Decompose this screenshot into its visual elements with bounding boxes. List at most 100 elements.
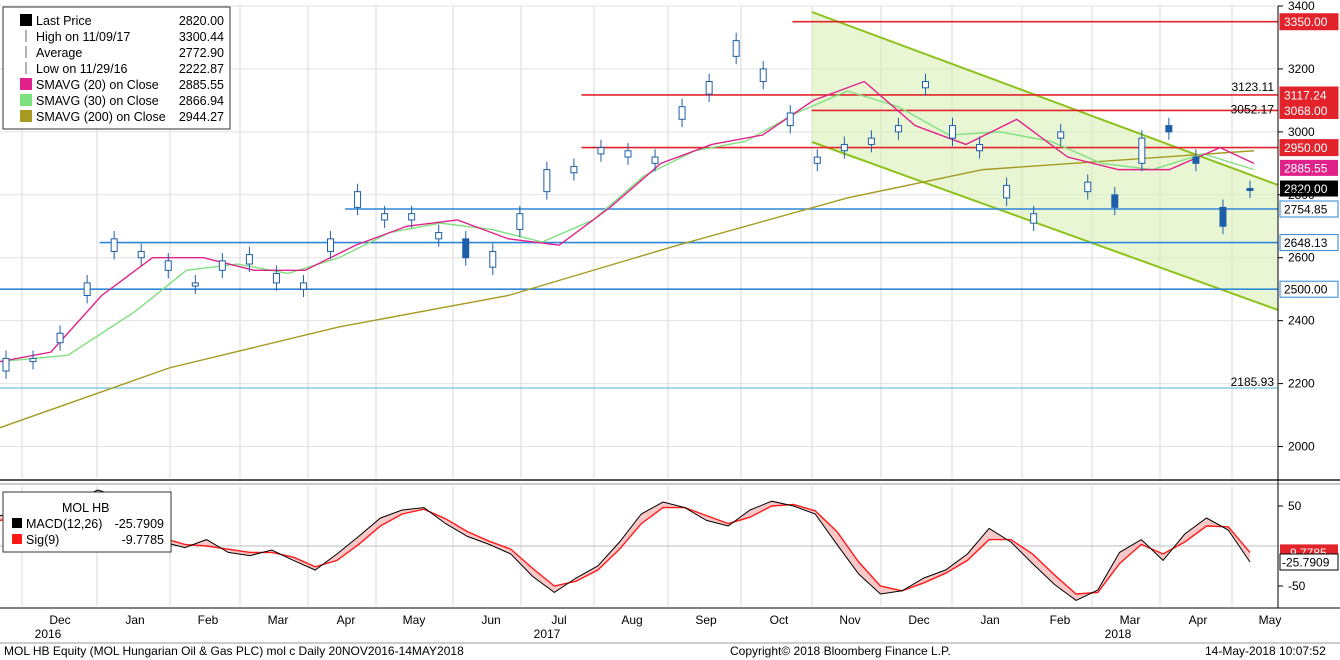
value-tag-box [1280, 159, 1338, 176]
x-tick-label: Jun [481, 613, 500, 627]
footer-left: MOL HB Equity (MOL Hungarian Oil & Gas P… [4, 644, 464, 658]
level-label: 3123.11 [1232, 80, 1275, 94]
candle-body [949, 125, 957, 139]
candle-body [651, 156, 659, 164]
candle-body [164, 260, 172, 271]
candle-body [1246, 188, 1254, 192]
candle-body [1219, 206, 1227, 227]
level-tag-label: 2950.00 [1284, 141, 1328, 155]
legend-label: SMAVG (200) on Close [36, 110, 166, 124]
candle-body [921, 81, 929, 89]
legend-value: 2222.87 [179, 62, 224, 76]
x-tick-label: Nov [839, 613, 860, 627]
candle-body [299, 282, 307, 290]
moving-averages [0, 80, 1255, 429]
candle-body [1165, 125, 1173, 133]
macd-legend-value: -25.7909 [115, 517, 164, 531]
candle-body [110, 238, 118, 252]
y-tick-label: 2600 [1288, 251, 1315, 265]
level-tag-label: 3068.00 [1284, 104, 1328, 118]
x-tick-label: Apr [1189, 613, 1208, 627]
legend-box [2, 6, 231, 130]
x-year-label: 2016 [35, 627, 62, 641]
candle-body [218, 260, 226, 271]
candle-body [1057, 131, 1065, 139]
candle-body [2, 357, 10, 372]
legend-label: SMAVG (20) on Close [36, 78, 159, 92]
macd-line [0, 489, 1251, 601]
channel-lower-line [811, 141, 1279, 311]
candle-body [1111, 194, 1119, 208]
level-tag-box [1279, 280, 1339, 298]
candle-body [408, 213, 416, 221]
candle-body [29, 357, 37, 363]
legend-value: 3300.44 [179, 30, 224, 44]
candle-body [191, 282, 199, 287]
legend-value: 2885.55 [179, 78, 224, 92]
legend-label: SMAVG (30) on Close [36, 94, 159, 108]
x-tick-label: Aug [621, 613, 642, 627]
y-tick-label: 2200 [1288, 377, 1315, 391]
macd-panel: -9.7785 -25.7909 MOL HB MACD(12,26) -25.7909… [0, 489, 1339, 601]
candle-body [759, 68, 767, 83]
sma200-line [0, 150, 1255, 429]
macd-swatch [12, 518, 22, 528]
horizontal-levels: 3350.00 3117.24 3068.00 2950.00 2754.85 2648.… [0, 13, 1339, 389]
sma30-line [0, 90, 1255, 363]
level-tag-box [1279, 101, 1339, 119]
legend-label: Average [36, 46, 82, 60]
level-label: 2185.93 [1231, 375, 1275, 389]
macd-tag-label: -25.7909 [1282, 556, 1330, 570]
candle-body [56, 332, 64, 344]
legend-label: High on 11/09/17 [36, 30, 130, 44]
macd-legend-box [2, 491, 172, 553]
macd-legend-title: MOL HB [62, 501, 109, 515]
legend-swatch [20, 14, 32, 26]
level-tag-box [1279, 139, 1339, 157]
x-tick-label: Feb [1050, 613, 1071, 627]
candle-body [83, 282, 91, 296]
candle-body [840, 143, 848, 152]
value-tag-label: 2820.00 [1284, 182, 1328, 196]
level-tag-box [1279, 200, 1339, 218]
sig-legend-label: Sig(9) [26, 533, 59, 547]
x-year-label: 2017 [534, 627, 561, 641]
macd-y-tick-label: -50 [1288, 579, 1306, 593]
candle-body [245, 254, 253, 265]
candle-body [435, 232, 443, 240]
legend-value: 2866.94 [179, 94, 224, 108]
candle-body [462, 238, 470, 259]
candle-body [1084, 181, 1092, 193]
y-tick-label: 3200 [1288, 62, 1315, 76]
level-tag-label: 2754.85 [1284, 203, 1328, 217]
candle-body [543, 169, 551, 193]
y-tick-label: 3400 [1288, 0, 1315, 13]
level-tag-box [1279, 13, 1339, 31]
candle-body [624, 150, 632, 158]
candle-body [1192, 156, 1200, 164]
legend-value: 2772.90 [179, 46, 224, 60]
macd-y-tick-label: 50 [1288, 499, 1302, 513]
value-tag-label: 2885.55 [1284, 161, 1328, 175]
legend-value: 2820.00 [179, 14, 224, 28]
y-tick-label: 3000 [1288, 125, 1315, 139]
value-tag-box [1280, 180, 1338, 197]
candle-body [1003, 184, 1011, 199]
signal-line [0, 497, 1251, 595]
sig-legend-value: -9.7785 [122, 533, 164, 547]
x-year-label: 2018 [1105, 627, 1132, 641]
candle-body [1030, 213, 1038, 224]
x-tick-label: Jan [125, 613, 144, 627]
legend: Last Price 2820.00 High on 11/09/17 3300.44… [2, 6, 231, 130]
y-tick-label: 2000 [1288, 440, 1315, 454]
candle-body [894, 125, 902, 133]
candle-body [489, 250, 497, 268]
macd-tag-box [1279, 553, 1339, 571]
candle-body [137, 250, 145, 259]
candle-body [813, 156, 821, 164]
candle-body [327, 238, 335, 252]
footer-right: 14-May-2018 10:07:52 [1205, 644, 1326, 658]
